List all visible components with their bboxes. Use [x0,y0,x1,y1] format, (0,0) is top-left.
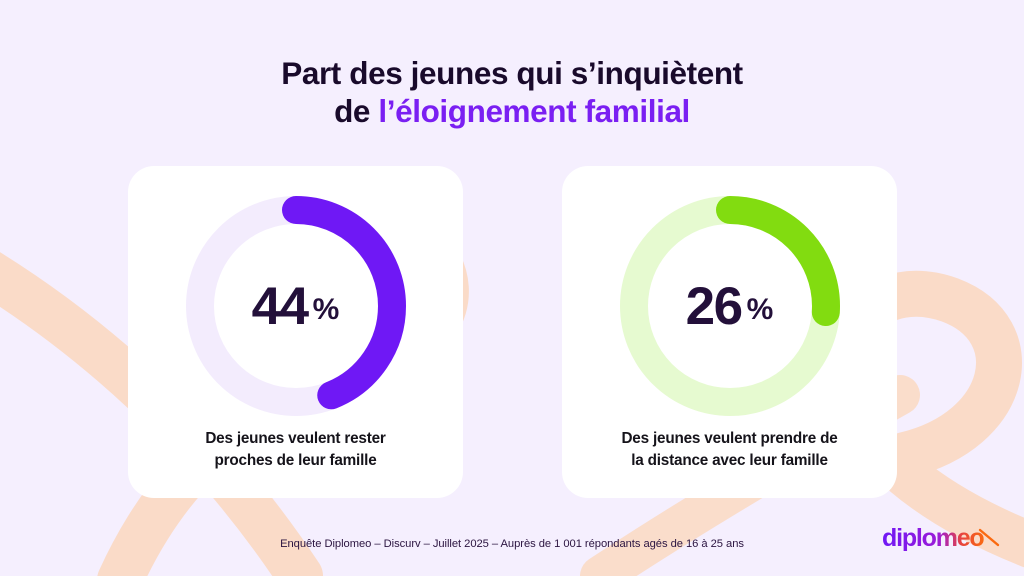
stat-caption-right-line2: la distance avec leur famille [631,451,828,469]
donut-value-number-right: 26 [685,276,743,336]
stat-caption-left-line2: proches de leur famille [214,451,377,469]
stat-caption-left-line1: Des jeunes veulent rester [205,430,386,447]
title-line-2: de l’éloignement familial [0,94,1024,129]
diplomeo-logo: diplomeo [880,521,1000,555]
title-line-1: Part des jeunes qui s’inquiètent [281,55,743,91]
stat-card-right: 26 % Des jeunes veulent prendre de la di… [562,166,897,498]
donut-percent-sign-right: % [746,293,774,326]
donut-chart-44: 44 % [182,192,410,420]
donut-holder-left: 44 % [128,188,463,424]
title-line-2-plain: de [334,93,379,130]
page-title: Part des jeunes qui s’inquiètent de l’él… [0,55,1024,130]
donut-holder-right: 26 % [562,188,897,424]
stat-caption-left: Des jeunes veulent rester proches de leu… [146,428,445,471]
source-note: Enquête Diplomeo – Discurv – Juillet 202… [280,538,744,550]
donut-value-right: 26 % [616,192,844,420]
stat-card-left: 44 % Des jeunes veulent rester proches d… [128,166,463,498]
donut-value-left: 44 % [182,192,410,420]
stat-caption-right: Des jeunes veulent prendre de la distanc… [580,428,879,471]
donut-value-number-left: 44 [251,276,309,336]
donut-percent-sign-left: % [312,293,340,326]
donut-chart-26: 26 % [616,192,844,420]
stat-caption-right-line1: Des jeunes veulent prendre de [621,430,838,447]
title-line-2-accent: l’éloignement familial [378,93,690,130]
diplomeo-logo-text: diplomeo [882,524,984,552]
